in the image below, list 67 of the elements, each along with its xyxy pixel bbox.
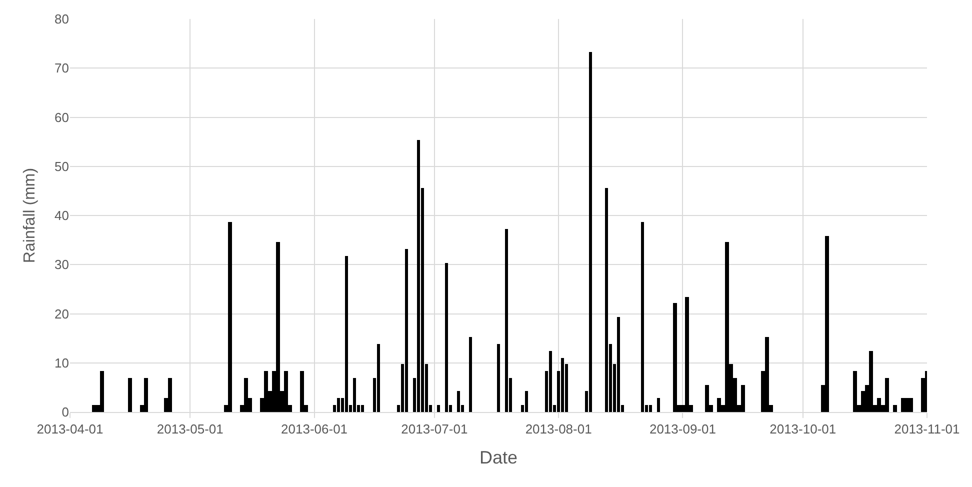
bar	[549, 351, 552, 412]
y-tick-label: 80	[54, 12, 69, 27]
bar	[92, 405, 96, 412]
y-tick-label: 50	[54, 158, 69, 174]
bar	[497, 344, 500, 412]
bar	[649, 405, 652, 412]
bar	[869, 351, 873, 412]
bar	[765, 337, 769, 412]
bar	[909, 398, 913, 412]
bar	[685, 297, 689, 412]
y-tick-label: 30	[54, 257, 69, 272]
y-tick-label: 10	[54, 355, 69, 370]
bar	[605, 188, 608, 412]
bar	[168, 378, 172, 412]
bar	[345, 256, 348, 412]
bar	[825, 236, 829, 412]
bar	[417, 140, 420, 412]
bar	[893, 405, 897, 412]
bar	[437, 405, 440, 412]
x-tick-label: 2013-07-01	[401, 422, 468, 437]
bar	[244, 378, 248, 412]
bar	[405, 249, 408, 412]
y-tick-label: 60	[54, 110, 69, 125]
bar	[264, 371, 268, 412]
bar	[128, 378, 132, 412]
y-axis-title: Rainfall (mm)	[21, 168, 38, 264]
bar	[641, 222, 644, 412]
bar	[885, 378, 889, 412]
bar	[525, 391, 528, 412]
bar	[469, 337, 472, 412]
bar	[901, 398, 905, 412]
bar	[657, 398, 660, 412]
bar	[445, 263, 448, 412]
bar	[505, 229, 508, 412]
x-tick-label: 2013-04-01	[36, 422, 104, 437]
bar	[877, 398, 881, 412]
bar	[741, 385, 745, 412]
x-tick-label: 2013-06-01	[281, 422, 348, 437]
y-tick-label: 20	[54, 306, 69, 322]
bar	[673, 303, 677, 412]
bar	[725, 242, 729, 412]
y-tick-label: 0	[62, 404, 69, 420]
bar	[284, 371, 288, 412]
x-tick-label: 2013-10-01	[770, 422, 836, 437]
bar	[705, 385, 709, 412]
bar	[457, 391, 460, 412]
bar	[377, 344, 380, 412]
bar	[589, 52, 592, 412]
x-axis-title: Date	[479, 448, 518, 468]
bar	[228, 222, 232, 412]
bar	[361, 405, 364, 412]
x-tick-label: 2013-09-01	[649, 422, 716, 437]
bar	[353, 378, 356, 412]
bar	[561, 358, 564, 412]
bar	[276, 242, 280, 412]
x-tick-label: 2013-11-01	[894, 422, 960, 437]
bar	[337, 398, 340, 412]
y-tick-label: 70	[54, 60, 69, 76]
bar	[144, 378, 148, 412]
bar	[617, 317, 620, 412]
bar	[717, 398, 721, 412]
bar	[100, 371, 104, 412]
x-tick-label: 2013-08-01	[525, 422, 592, 437]
x-tick-label: 2013-05-01	[156, 422, 224, 437]
bar	[300, 371, 304, 412]
y-tick-label: 40	[54, 208, 69, 224]
bar	[853, 371, 857, 412]
